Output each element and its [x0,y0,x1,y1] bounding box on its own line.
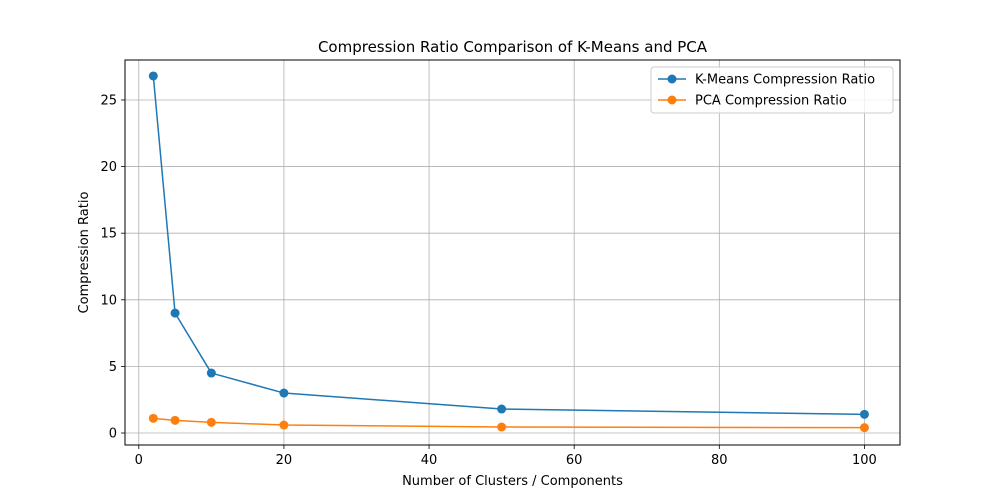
data-point-kmeans [148,71,158,81]
x-tick-label: 100 [852,453,877,468]
legend-marker-pca [667,95,677,105]
x-tick-label: 20 [276,453,293,468]
y-axis-title: Compression Ratio [77,192,92,314]
legend-label-kmeans: K-Means Compression Ratio [695,73,875,88]
data-point-kmeans [206,368,216,378]
x-axis-title: Number of Clusters / Components [402,474,623,489]
series-layer [148,71,869,433]
legend: K-Means Compression Ratio PCA Compressio… [650,66,894,114]
x-tick-label: 0 [135,453,143,468]
legend-label-pca: PCA Compression Ratio [695,94,847,109]
data-point-kmeans [279,388,289,398]
data-point-kmeans [497,404,507,414]
data-point-pca [206,417,216,427]
data-point-kmeans [170,308,180,318]
legend-box [650,66,894,114]
data-point-pca [497,422,507,432]
y-tick-label: 20 [100,160,117,175]
legend-item-kmeans: K-Means Compression Ratio [658,73,875,88]
y-tick-label: 0 [109,427,117,442]
series-pca [148,413,869,433]
legend-marker-kmeans [667,74,677,84]
legend-item-pca: PCA Compression Ratio [658,94,847,109]
axis-ticks: 0 20 40 60 80 100 0 5 10 15 20 25 [100,93,876,468]
data-point-pca [279,420,289,430]
data-point-kmeans [859,409,869,419]
series-kmeans [148,71,869,419]
x-tick-label: 40 [421,453,438,468]
plot-frame [124,59,901,446]
y-tick-label: 15 [100,227,117,242]
data-point-pca [148,413,158,423]
x-tick-label: 80 [711,453,728,468]
y-tick-label: 5 [109,360,117,375]
y-tick-label: 10 [100,293,117,308]
x-tick-label: 60 [566,453,583,468]
data-point-pca [859,423,869,433]
data-point-pca [170,415,180,425]
chart-title: Compression Ratio Comparison of K-Means … [318,38,708,56]
series-line-pca [153,417,865,429]
grid-lines [125,60,900,445]
series-line-kmeans [152,75,865,416]
y-tick-label: 25 [100,93,117,108]
